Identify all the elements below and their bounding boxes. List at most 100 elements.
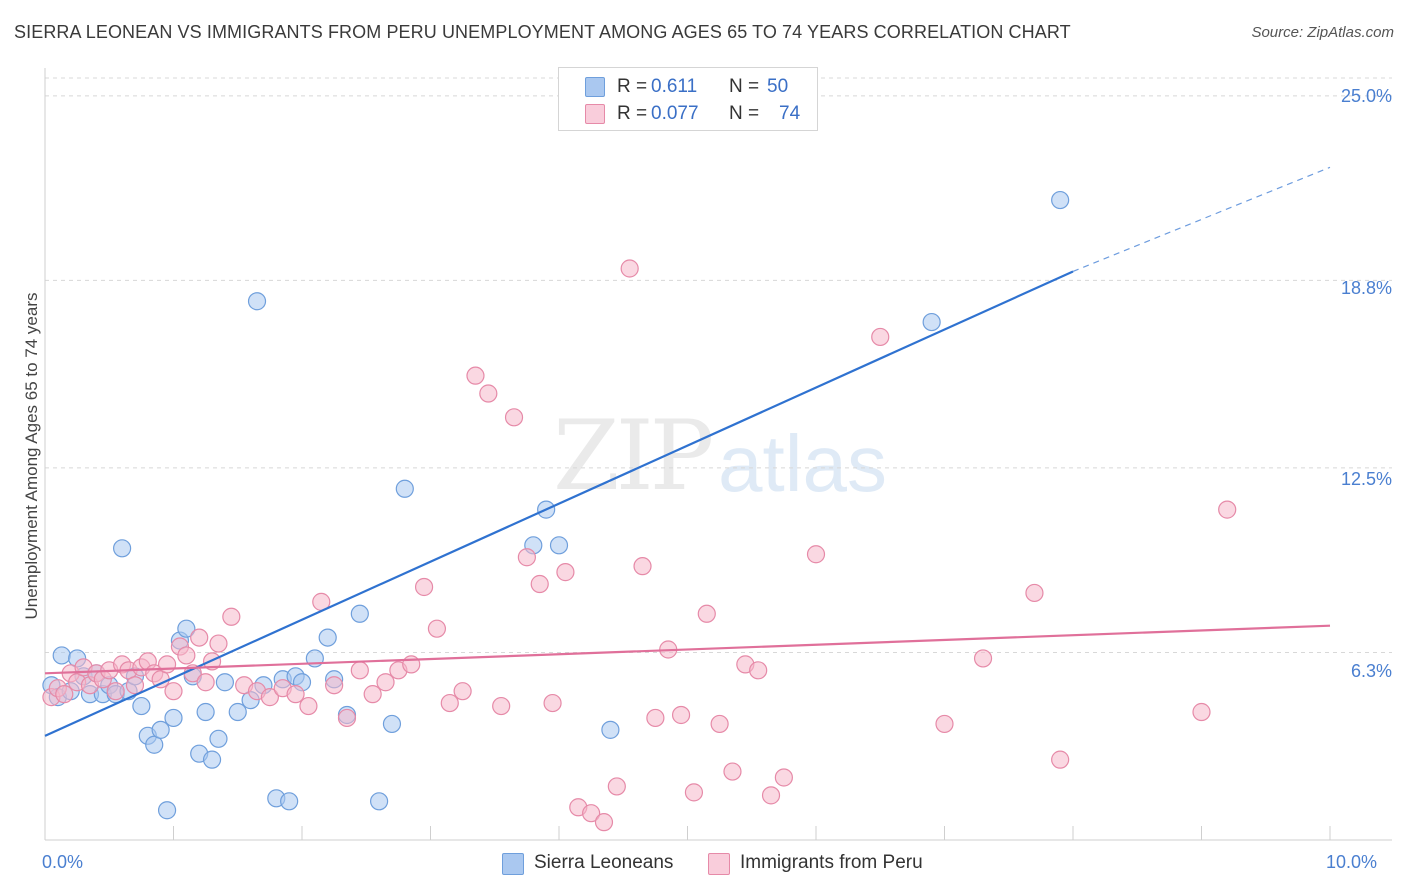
- point-immigrants-peru-37: [350, 661, 369, 680]
- point-sierra-leoneans-41: [350, 604, 369, 623]
- point-immigrants-peru-19: [164, 682, 183, 701]
- point-immigrants-peru-70: [774, 768, 793, 787]
- point-immigrants-peru-55: [582, 804, 601, 823]
- x-tick-label-10: 10.0%: [1326, 852, 1378, 872]
- point-immigrants-peru-49: [504, 408, 524, 427]
- point-immigrants-peru-50: [517, 548, 536, 567]
- point-sierra-leoneans-38: [318, 628, 337, 647]
- point-immigrants-peru-58: [620, 259, 639, 278]
- point-sierra-leoneans-2: [52, 646, 71, 665]
- point-immigrants-peru-47: [479, 384, 498, 403]
- point-immigrants-peru-23: [190, 628, 209, 647]
- y-tick-label-25: 25.0%: [1340, 86, 1392, 106]
- legend-swatch-pink: [708, 853, 730, 875]
- point-sierra-leoneans-50: [1051, 190, 1070, 210]
- point-immigrants-peru-68: [749, 661, 768, 680]
- point-immigrants-peru-62: [671, 705, 691, 725]
- legend-r-label: R =: [617, 76, 648, 97]
- point-immigrants-peru-48: [492, 696, 511, 716]
- point-immigrants-peru-65: [710, 714, 729, 734]
- point-immigrants-peru-51: [530, 574, 549, 594]
- point-immigrants-peru-66: [723, 762, 742, 781]
- point-immigrants-peru-35: [325, 676, 344, 695]
- point-sierra-leoneans-25: [202, 750, 222, 769]
- point-immigrants-peru-72: [871, 327, 890, 347]
- trendline-immigrants-peru: [44, 624, 1331, 675]
- point-sierra-leoneans-21: [177, 619, 196, 638]
- point-sierra-leoneans-11: [112, 539, 132, 558]
- point-immigrants-peru-44: [440, 693, 459, 713]
- point-immigrants-peru-69: [761, 786, 781, 805]
- watermark-atlas: atlas: [718, 419, 887, 508]
- point-immigrants-peru-43: [427, 619, 447, 638]
- point-sierra-leoneans-18: [157, 801, 177, 820]
- point-immigrants-peru-2: [55, 685, 74, 704]
- point-sierra-leoneans-34: [280, 792, 299, 811]
- y-axis-label: Unemployment Among Ages 65 to 74 years: [22, 292, 41, 620]
- point-immigrants-peru-75: [1025, 583, 1044, 603]
- point-immigrants-peru-63: [684, 783, 704, 802]
- point-sierra-leoneans-49: [922, 312, 941, 332]
- point-immigrants-peru-21: [177, 646, 196, 665]
- legend-n-value: 50: [767, 76, 789, 97]
- y-tick-label-18-8: 18.8%: [1340, 278, 1392, 298]
- source-credit: Source: ZipAtlas.com: [1251, 24, 1394, 41]
- point-immigrants-peru-78: [1218, 500, 1237, 519]
- point-sierra-leoneans-42: [370, 792, 389, 811]
- point-sierra-leoneans-30: [247, 292, 267, 311]
- legend-label: Immigrants from Peru: [740, 852, 923, 873]
- point-immigrants-peru-32: [286, 685, 305, 704]
- correlation-legend: R = 0.611 N = 50 R = 0.077 N = 74: [558, 67, 818, 131]
- trendline-sierra-leoneans: [44, 270, 1074, 737]
- point-sierra-leoneans-24: [196, 702, 215, 722]
- point-immigrants-peru-18: [157, 655, 177, 674]
- legend-n-value: 74: [779, 103, 801, 124]
- point-immigrants-peru-10: [106, 682, 125, 701]
- point-sierra-leoneans-27: [215, 673, 234, 692]
- point-immigrants-peru-59: [633, 557, 652, 576]
- point-sierra-leoneans-26: [209, 729, 228, 748]
- legend-label: Sierra Leoneans: [534, 852, 674, 873]
- point-immigrants-peru-77: [1192, 702, 1211, 722]
- point-immigrants-peru-57: [607, 777, 626, 796]
- point-immigrants-peru-13: [125, 676, 145, 695]
- legend-swatch-pink: [585, 104, 605, 124]
- y-tick-label-12-5: 12.5%: [1340, 469, 1392, 489]
- legend-swatch-blue: [502, 853, 524, 875]
- point-sierra-leoneans-48: [601, 720, 620, 739]
- point-immigrants-peru-71: [806, 545, 826, 564]
- point-sierra-leoneans-17: [151, 720, 170, 739]
- legend-r-value: 0.611: [651, 76, 698, 97]
- point-immigrants-peru-45: [453, 682, 472, 701]
- point-immigrants-peru-46: [466, 366, 485, 385]
- point-sierra-leoneans-47: [549, 536, 569, 555]
- chart-title: SIERRA LEONEAN VS IMMIGRANTS FROM PERU U…: [14, 22, 1071, 42]
- point-immigrants-peru-73: [935, 714, 954, 734]
- point-immigrants-peru-24: [196, 673, 215, 692]
- point-sierra-leoneans-28: [228, 702, 247, 722]
- x-tick-label-0: 0.0%: [42, 852, 84, 872]
- trendline-extension-sierra-leoneans: [1072, 166, 1331, 273]
- point-sierra-leoneans-44: [395, 479, 414, 498]
- point-immigrants-peru-74: [973, 649, 993, 668]
- point-immigrants-peru-38: [363, 685, 382, 704]
- point-immigrants-peru-76: [1051, 750, 1070, 769]
- y-tick-label-6-3: 6.3%: [1350, 661, 1392, 681]
- point-immigrants-peru-33: [299, 696, 318, 716]
- point-sierra-leoneans-19: [164, 708, 183, 728]
- point-immigrants-peru-26: [209, 634, 228, 653]
- legend-n-label: N =: [729, 103, 760, 124]
- point-sierra-leoneans-43: [382, 714, 402, 734]
- point-immigrants-peru-36: [337, 708, 357, 728]
- point-immigrants-peru-39: [376, 673, 395, 692]
- point-sierra-leoneans-14: [132, 696, 151, 716]
- point-immigrants-peru-42: [414, 577, 434, 597]
- legend-swatch-blue: [585, 77, 605, 97]
- legend-r-label: R =: [617, 103, 648, 124]
- point-immigrants-peru-56: [594, 813, 614, 832]
- point-immigrants-peru-30: [260, 688, 279, 707]
- legend-r-value: 0.077: [651, 103, 699, 124]
- point-immigrants-peru-60: [646, 708, 665, 728]
- legend-n-label: N =: [729, 76, 760, 97]
